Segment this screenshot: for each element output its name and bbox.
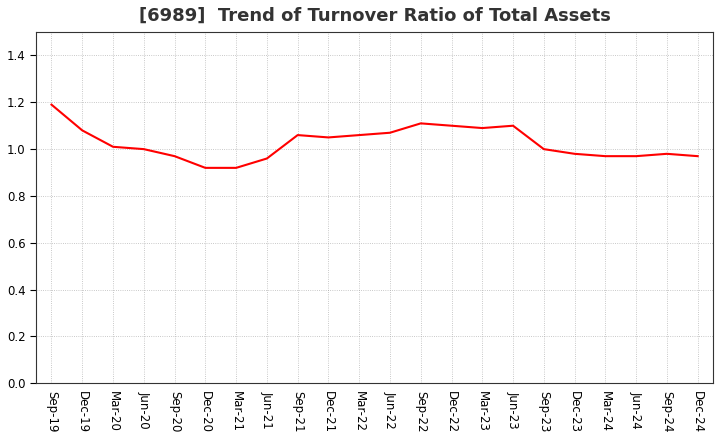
Title: [6989]  Trend of Turnover Ratio of Total Assets: [6989] Trend of Turnover Ratio of Total … <box>139 7 611 25</box>
